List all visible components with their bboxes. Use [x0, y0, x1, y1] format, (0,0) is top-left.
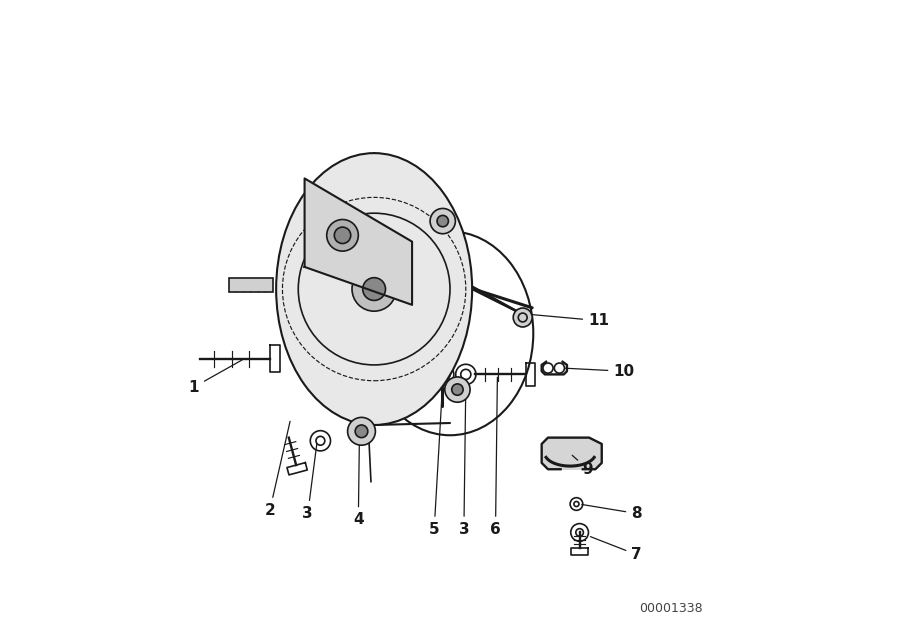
Circle shape	[513, 308, 532, 327]
Circle shape	[554, 363, 564, 373]
Text: 7: 7	[590, 537, 642, 562]
Text: 9: 9	[572, 455, 593, 477]
Circle shape	[452, 384, 464, 395]
Text: 6: 6	[491, 377, 501, 537]
Circle shape	[363, 277, 385, 300]
Circle shape	[543, 363, 553, 373]
Text: 5: 5	[429, 390, 442, 537]
Text: 10: 10	[565, 364, 634, 378]
Circle shape	[347, 417, 375, 445]
Circle shape	[430, 208, 455, 234]
Ellipse shape	[276, 153, 472, 425]
Circle shape	[327, 220, 358, 251]
Circle shape	[356, 425, 368, 438]
Text: 2: 2	[265, 422, 290, 518]
Circle shape	[437, 215, 448, 227]
Circle shape	[445, 377, 470, 402]
Text: 00001338: 00001338	[640, 602, 703, 615]
FancyBboxPatch shape	[229, 278, 273, 292]
Text: 8: 8	[581, 504, 642, 521]
Circle shape	[352, 267, 396, 311]
Text: 4: 4	[353, 283, 364, 527]
Polygon shape	[304, 178, 412, 305]
Text: 3: 3	[302, 443, 317, 521]
Polygon shape	[542, 438, 602, 469]
Text: 11: 11	[532, 313, 609, 328]
Text: 1: 1	[189, 360, 242, 394]
Text: 3: 3	[459, 387, 469, 537]
Circle shape	[334, 227, 351, 244]
